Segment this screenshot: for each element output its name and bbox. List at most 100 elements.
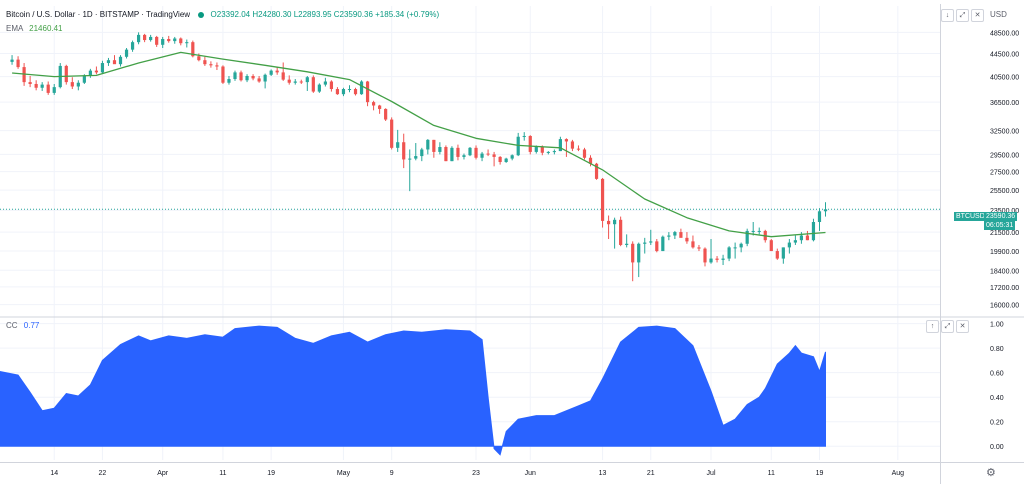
candle-body [643, 242, 647, 244]
candle-body [414, 156, 418, 159]
candle-body [70, 82, 74, 87]
candle-body [468, 147, 472, 156]
candle-body [745, 230, 749, 244]
candle-body [173, 38, 177, 42]
candle-body [793, 240, 797, 243]
candle-body [251, 75, 255, 79]
arrow-down-icon[interactable]: ↓ [941, 9, 954, 22]
candle-body [787, 242, 791, 248]
candle-body [28, 82, 32, 84]
ema-line [12, 51, 826, 238]
ema-value: 21460.41 [29, 24, 63, 33]
candle-body [106, 60, 111, 64]
candle-body [299, 81, 303, 83]
last-price-tag: 23590.36 [984, 212, 1018, 221]
cc-area [0, 325, 826, 456]
candle-body [727, 247, 731, 259]
candle-body [353, 89, 358, 95]
candle-body [444, 147, 448, 162]
candle-body [540, 147, 544, 153]
candle-body [649, 241, 653, 243]
candle-body [209, 64, 213, 66]
candle-body [769, 240, 773, 252]
candle-body [384, 108, 388, 120]
candle-body [167, 39, 171, 42]
candle-body [378, 105, 382, 109]
candle-body [685, 237, 689, 242]
time-tick-label: Jul [707, 470, 716, 477]
candle-body [365, 81, 370, 103]
candle-body [239, 72, 243, 81]
symbol-title[interactable]: Bitcoin / U.S. Dollar · 1D · BITSTAMP · … [6, 10, 191, 19]
countdown-tag: 06:05:31 [984, 221, 1016, 230]
time-tick-label: 21 [647, 470, 655, 477]
candle-body [655, 241, 659, 252]
candle-body [203, 60, 207, 65]
chart-header: Bitcoin / U.S. Dollar · 1D · BITSTAMP · … [6, 10, 439, 20]
candle-body [552, 151, 556, 153]
candle-body [757, 230, 761, 232]
gear-icon[interactable]: ⚙ [986, 467, 996, 479]
candle-body [522, 135, 526, 137]
candle-body [534, 147, 538, 152]
candle-body [805, 235, 810, 241]
cc-tick-label: 0.40 [990, 395, 1004, 402]
candle-body [275, 70, 279, 73]
arrow-up-icon[interactable]: ↑ [926, 320, 939, 333]
candle-body [546, 151, 550, 153]
candle-body [408, 158, 412, 160]
candle-body [582, 149, 587, 158]
price-tick-label: 29500.00 [990, 152, 1019, 159]
time-tick-label: 11 [768, 470, 775, 477]
price-tick-label: 25500.00 [990, 188, 1019, 195]
expand-icon[interactable]: ⤢ [941, 320, 954, 333]
candle-body [817, 211, 822, 223]
close-icon[interactable]: ✕ [971, 9, 984, 22]
candle-body [576, 148, 581, 150]
candle-body [570, 141, 575, 149]
cc-label: CC [6, 321, 18, 330]
candle-body [88, 70, 92, 76]
candle-body [781, 247, 785, 259]
price-tick-label: 17200.00 [990, 285, 1019, 292]
candle-body [679, 232, 683, 238]
candle-body [143, 34, 147, 41]
candle-body [426, 139, 430, 150]
price-tick-label: 48500.00 [990, 30, 1019, 37]
candle-body [359, 81, 364, 95]
candle-body [673, 232, 677, 236]
candle-body [667, 235, 671, 237]
candle-body [528, 135, 532, 152]
time-tick-label: Apr [157, 470, 169, 477]
close-icon[interactable]: ✕ [956, 320, 969, 333]
candle-body [715, 258, 719, 260]
candle-body [149, 36, 153, 41]
candle-body [100, 63, 105, 73]
candle-body [221, 66, 225, 83]
cc-tick-label: 0.00 [990, 444, 1004, 451]
candle-body [492, 154, 496, 157]
candle-body [10, 59, 14, 62]
candle-body [257, 78, 261, 82]
candle-body [347, 89, 352, 91]
expand-icon[interactable]: ⤢ [956, 9, 969, 22]
cc-tick-label: 0.20 [990, 420, 1004, 427]
candle-body [402, 142, 406, 160]
cc-tick-label: 0.80 [990, 346, 1004, 353]
candle-body [661, 236, 665, 252]
candle-body [245, 75, 249, 81]
candle-body [462, 155, 466, 157]
market-status-dot [198, 11, 205, 18]
candle-body [600, 178, 605, 221]
candle-body [118, 56, 123, 65]
currency-label[interactable]: USD [990, 10, 1007, 19]
ema-legend[interactable]: EMA 21460.41 [6, 24, 63, 34]
candle-body [396, 142, 400, 148]
candle-body [311, 77, 315, 92]
candle-body [619, 219, 623, 245]
cc-legend[interactable]: CC 0.77 [6, 321, 39, 331]
candle-body [112, 60, 117, 65]
candle-body [438, 147, 442, 152]
candle-body [136, 34, 141, 43]
candle-body [420, 149, 424, 157]
